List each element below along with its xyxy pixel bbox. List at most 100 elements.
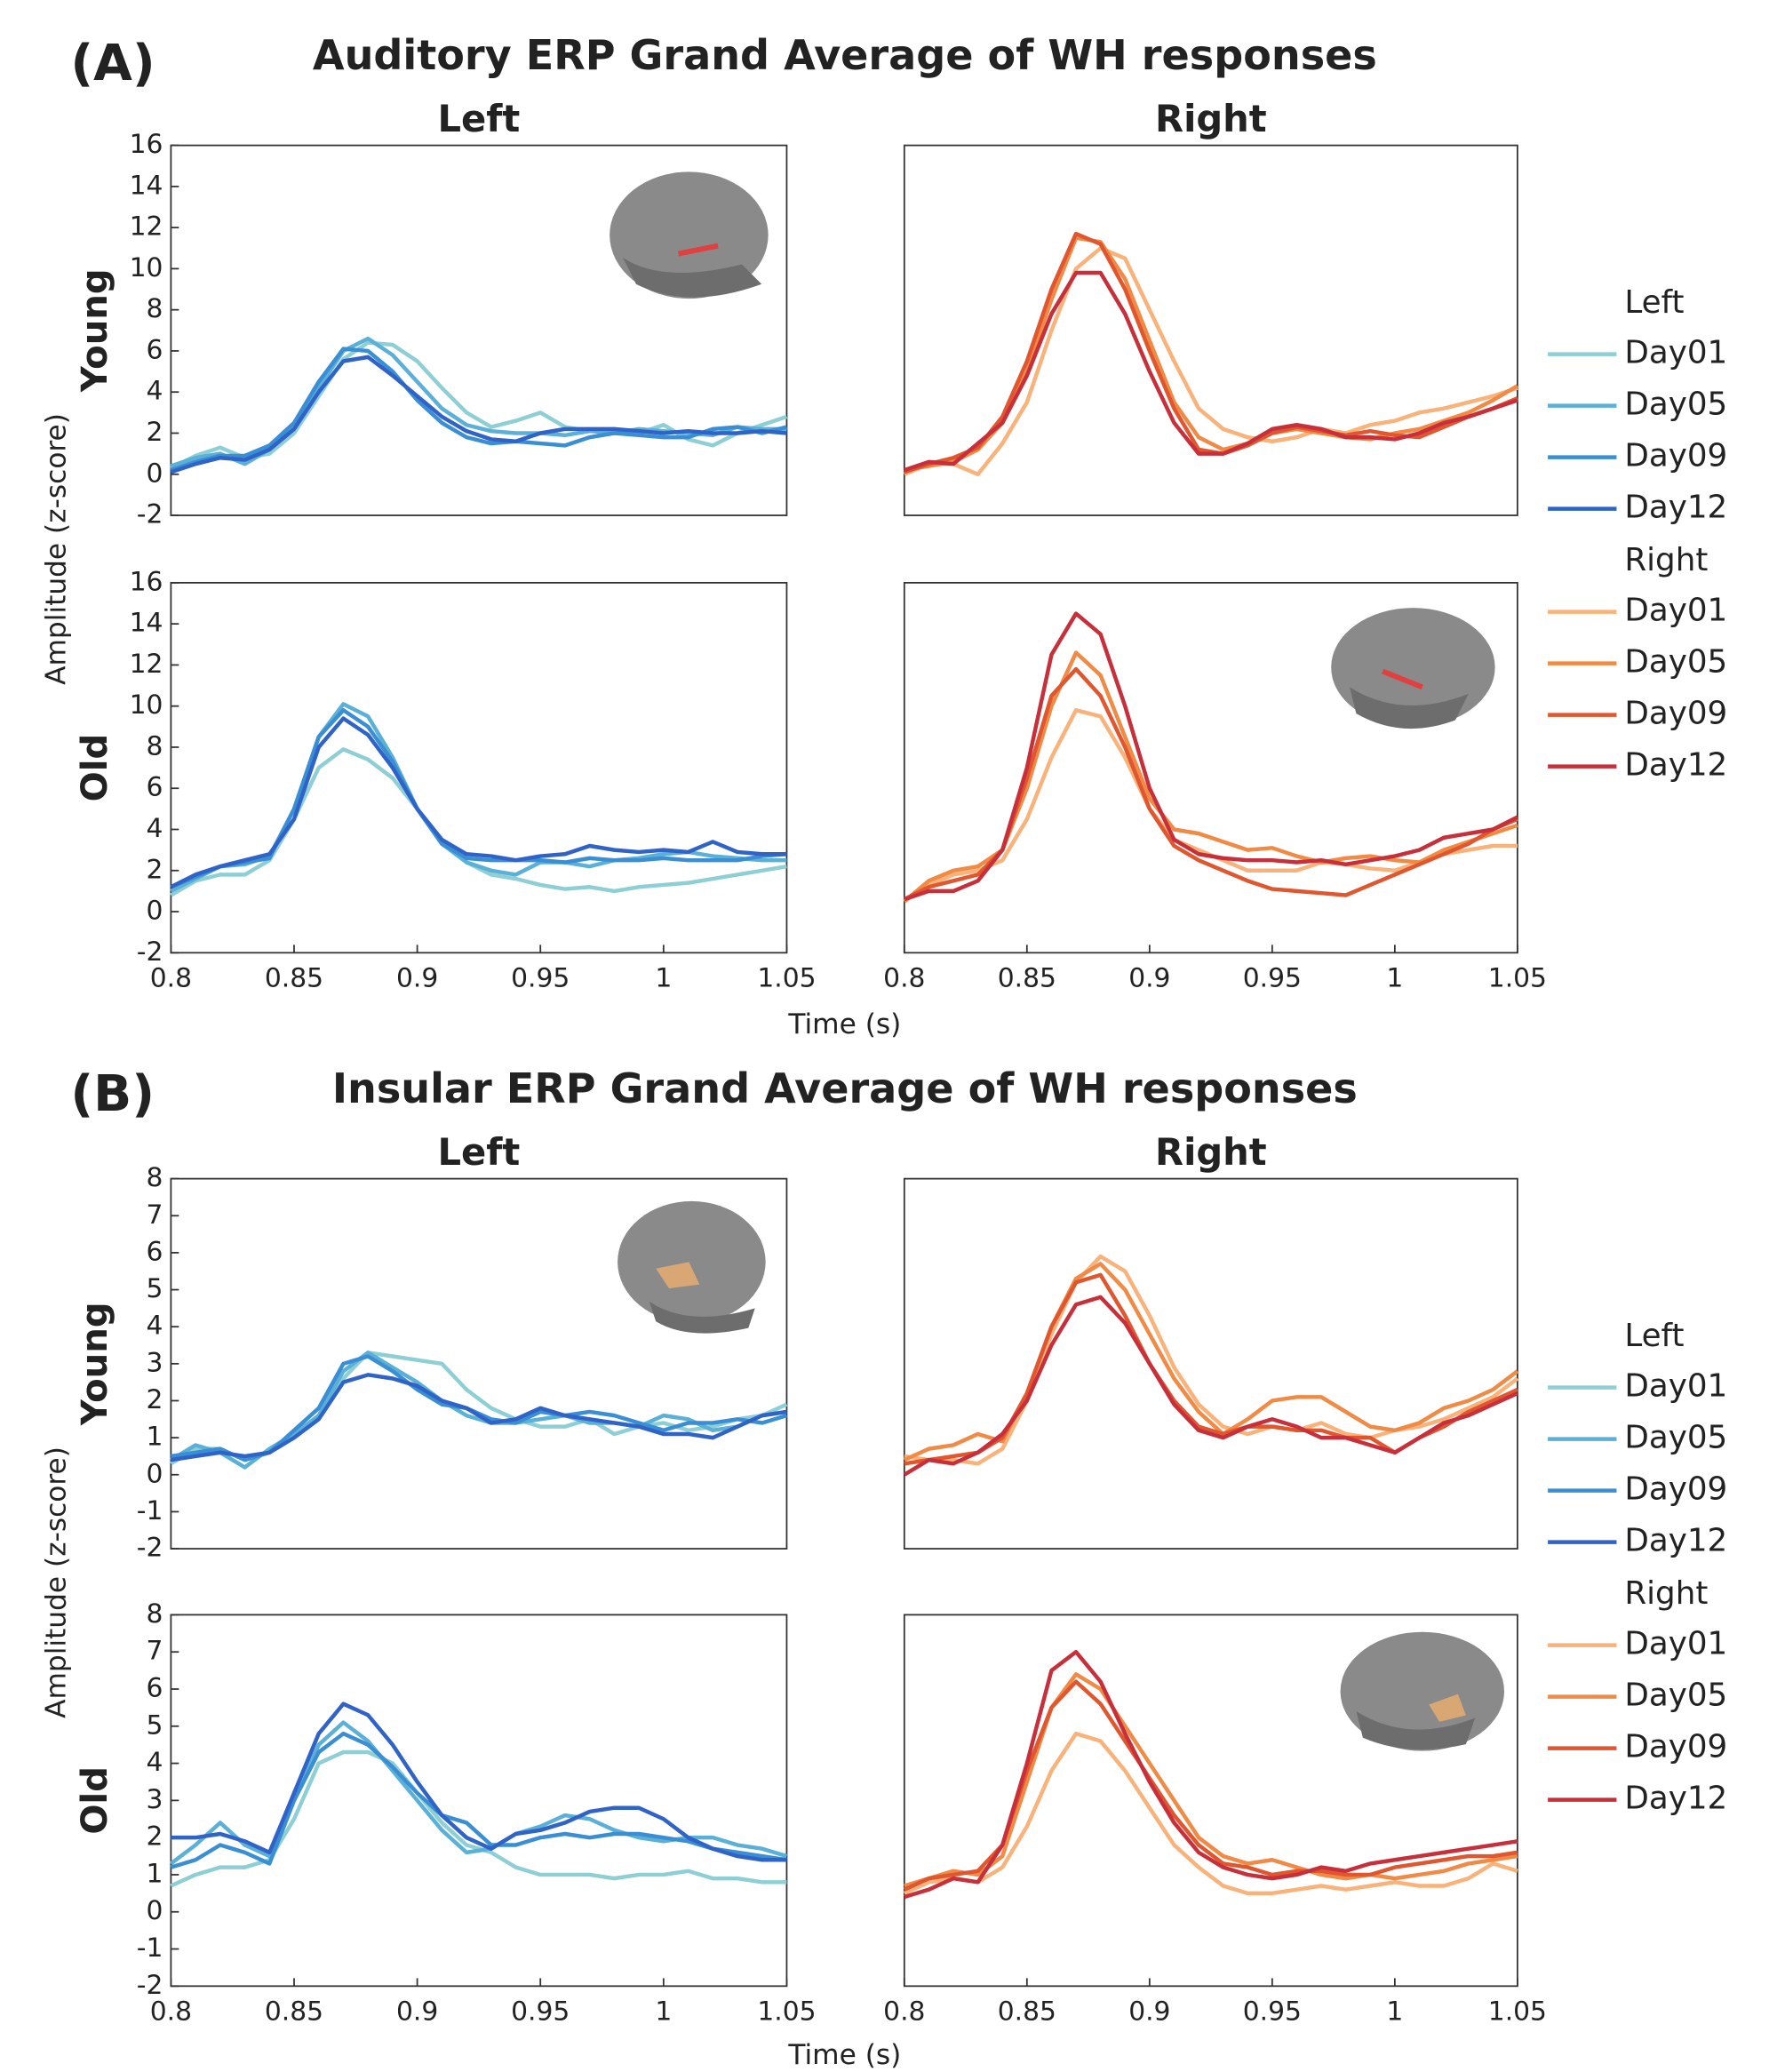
y-tick-label: 6	[147, 334, 163, 365]
series-line	[170, 708, 787, 889]
x-tick-label: 0.85	[998, 963, 1056, 994]
series-line	[904, 1672, 1518, 1888]
legend-label: Day01	[1624, 1368, 1727, 1405]
legend-label: Day05	[1624, 1678, 1727, 1714]
y-tick-label: 8	[147, 730, 163, 761]
x-tick-label: 1	[655, 963, 672, 994]
panel-frame	[903, 1177, 1518, 1550]
y-tick-label: -2	[137, 1970, 163, 2001]
x-axis-label: Time (s)	[787, 1008, 901, 1040]
panel-frame	[170, 581, 788, 954]
legend-label: Day01	[1624, 593, 1727, 629]
y-tick-label: -2	[137, 936, 163, 968]
y-tick-label: 3	[147, 1347, 163, 1378]
x-tick-label: 0.85	[265, 1996, 323, 2028]
y-tick-label: 7	[147, 1636, 163, 1667]
series-line	[170, 1351, 787, 1470]
y-tick-label: 14	[130, 608, 163, 639]
y-tick-label: 7	[147, 1199, 163, 1231]
legend-label: Day12	[1624, 490, 1727, 526]
y-tick-label: 16	[130, 566, 163, 597]
y-tick-label: 1	[147, 1422, 163, 1453]
y-tick-label: 14	[130, 170, 163, 201]
y-tick-label: 1	[147, 1858, 163, 1889]
legend-header: Left	[1624, 1318, 1684, 1354]
y-tick-label: -2	[137, 499, 163, 530]
y-axis-label: Amplitude (z-score)	[40, 1446, 72, 1718]
column-title: Right	[1155, 1130, 1267, 1174]
row-label: Young	[75, 268, 116, 393]
y-tick-label: -1	[137, 1495, 163, 1526]
legend-label: Day05	[1624, 644, 1727, 681]
legend-label: Day09	[1624, 1729, 1727, 1765]
y-tick-label: 12	[130, 211, 163, 243]
series-line	[170, 355, 787, 474]
x-axis-label: Time (s)	[787, 2039, 901, 2071]
panel-frame	[903, 1614, 1518, 1988]
legend-label: Day12	[1624, 1523, 1727, 1559]
y-tick-label: 16	[130, 129, 163, 160]
x-tick-label: 0.9	[1128, 963, 1170, 994]
y-tick-label: 2	[147, 417, 163, 448]
y-tick-label: -2	[137, 1533, 163, 1564]
section-title: Insular ERP Grand Average of WH response…	[332, 1064, 1358, 1112]
series-line	[903, 708, 1518, 904]
x-tick-label: 0.8	[883, 1996, 925, 2028]
section-label: (A)	[70, 35, 155, 92]
section-title: Auditory ERP Grand Average of WH respons…	[313, 31, 1377, 79]
legend-header: Right	[1624, 1575, 1708, 1612]
y-tick-label: 4	[147, 1747, 163, 1778]
series-line	[171, 1701, 787, 1862]
section-label: (B)	[70, 1065, 155, 1123]
series-line	[170, 1731, 787, 1869]
series-line	[171, 1373, 787, 1462]
y-tick-label: 6	[147, 1672, 163, 1703]
row-label: Young	[75, 1302, 116, 1426]
y-tick-label: 6	[147, 772, 163, 803]
y-tick-label: 5	[147, 1709, 163, 1741]
series-line	[904, 611, 1518, 902]
legend-label: Day05	[1624, 387, 1727, 423]
panel-frame	[170, 1614, 788, 1988]
column-title: Right	[1155, 97, 1267, 140]
series-line	[170, 716, 787, 889]
legend-label: Day01	[1624, 1626, 1727, 1662]
x-tick-label: 1.05	[757, 1996, 816, 2028]
series-line	[903, 1731, 1518, 1896]
y-tick-label: 4	[147, 1311, 163, 1342]
series-line	[903, 1295, 1518, 1477]
panel-frame	[903, 144, 1518, 516]
x-tick-label: 0.95	[511, 1996, 570, 2028]
y-tick-label: 8	[147, 1598, 163, 1630]
x-tick-label: 1	[1386, 963, 1403, 994]
x-tick-label: 0.95	[1243, 1996, 1302, 2028]
x-tick-label: 0.8	[150, 1996, 192, 2028]
row-label: Old	[75, 734, 116, 802]
series-line	[903, 246, 1518, 476]
series-line	[904, 231, 1518, 474]
x-tick-label: 1	[1386, 1996, 1403, 2028]
y-tick-label: 6	[147, 1236, 163, 1267]
legend-label: Day09	[1624, 438, 1727, 474]
legend-header: Right	[1624, 542, 1708, 578]
y-tick-label: -1	[137, 1933, 163, 1964]
x-tick-label: 0.85	[998, 1996, 1056, 2028]
x-tick-label: 1.05	[757, 963, 816, 994]
y-tick-label: 10	[130, 689, 163, 721]
column-title: Left	[438, 1130, 521, 1174]
y-tick-label: 12	[130, 649, 163, 680]
series-line	[170, 347, 787, 473]
x-tick-label: 1.05	[1488, 1996, 1547, 2028]
legend-header: Left	[1624, 284, 1684, 321]
y-tick-label: 2	[147, 1384, 163, 1415]
series-line	[170, 1351, 788, 1466]
panel-frame	[903, 581, 1518, 954]
y-tick-label: 0	[147, 896, 163, 927]
x-tick-label: 0.85	[265, 963, 323, 994]
series-line	[904, 1254, 1519, 1466]
series-line	[170, 1749, 787, 1888]
row-label: Old	[75, 1766, 116, 1835]
x-tick-label: 1.05	[1488, 963, 1547, 994]
x-tick-label: 1	[655, 1996, 672, 2028]
